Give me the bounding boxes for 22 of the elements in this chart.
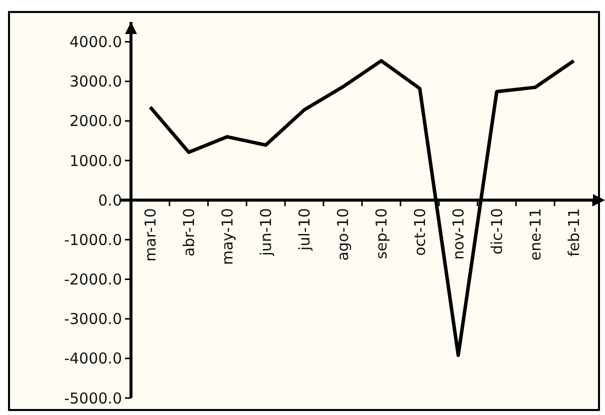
x-tick-label: sep-10 — [372, 208, 390, 260]
y-tick-label: -1000.0 — [64, 230, 122, 249]
x-tick-label: dic-10 — [488, 208, 506, 255]
x-tick-label: feb-11 — [565, 208, 583, 257]
y-tick-label: 0.0 — [98, 191, 122, 210]
x-tick-label: abr-10 — [180, 208, 198, 257]
x-tick-label: ago-10 — [334, 208, 352, 261]
y-tick-label: -3000.0 — [64, 310, 122, 328]
y-tick-label: -4000.0 — [64, 350, 122, 368]
y-tick-label: 1000.0 — [70, 152, 122, 170]
x-tick-label: oct-10 — [411, 208, 429, 256]
y-tick-label: -5000.0 — [64, 389, 122, 408]
x-tick-label: may-10 — [218, 208, 236, 266]
x-tick-label: jul-10 — [296, 208, 314, 252]
y-tick-label: 4000.0 — [70, 33, 122, 52]
y-tick-label: 3000.0 — [70, 72, 122, 91]
y-tick-label: 2000.0 — [70, 112, 122, 130]
x-tick-label: nov-10 — [450, 208, 468, 260]
x-tick-label: mar-10 — [142, 208, 160, 262]
x-tick-label: jun-10 — [257, 208, 275, 257]
y-tick-label: -2000.0 — [64, 270, 122, 289]
x-tick-label: ene-11 — [526, 208, 544, 261]
